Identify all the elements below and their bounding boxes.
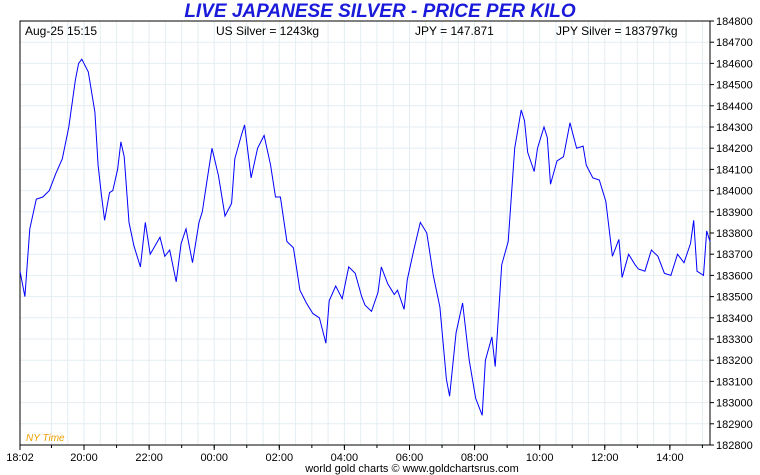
y-tick-label: 183500 — [716, 292, 753, 304]
y-tick-label: 183000 — [716, 398, 753, 410]
x-tick-label: 10:00 — [526, 452, 554, 464]
chart-title: LIVE JAPANESE SILVER - PRICE PER KILO — [184, 1, 576, 22]
jpy-rate-label: JPY = 147.871 — [415, 24, 494, 38]
x-tick-label: 12:00 — [591, 452, 619, 464]
x-tick-label: 14:00 — [656, 452, 684, 464]
y-tick-label: 184800 — [716, 16, 753, 28]
y-tick-label: 182800 — [716, 440, 753, 452]
y-tick-label: 183100 — [716, 376, 753, 388]
y-tick-label: 183800 — [716, 228, 753, 240]
x-tick-label: 20:00 — [70, 452, 98, 464]
x-tick-label: 02:00 — [266, 452, 294, 464]
y-tick-label: 184000 — [716, 186, 753, 198]
x-axis: 18:02 20:00 22:00 00:00 02:00 04:00 06:00 08:00… — [6, 445, 703, 464]
jpy-silver-label: JPY Silver = 183797kg — [556, 24, 678, 38]
x-tick-label: 18:02 — [6, 452, 34, 464]
y-tick-label: 184100 — [716, 164, 753, 176]
timestamp-label: Aug-25 15:15 — [25, 24, 97, 38]
x-tick-label: 08:00 — [461, 452, 489, 464]
y-tick-label: 183600 — [716, 270, 753, 282]
timezone-label: NY Time — [26, 433, 65, 444]
y-tick-label: 184300 — [716, 122, 753, 134]
y-tick-label: 183200 — [716, 355, 753, 367]
y-tick-label: 183400 — [716, 313, 753, 325]
y-tick-label: 184700 — [716, 37, 753, 49]
y-tick-label: 184500 — [716, 80, 753, 92]
y-tick-label: 182900 — [716, 419, 753, 431]
footer-credit: world gold charts © www.goldchartsrus.co… — [304, 463, 519, 475]
grid-lines — [20, 20, 710, 446]
y-tick-label: 183900 — [716, 207, 753, 219]
y-tick-label: 183300 — [716, 334, 753, 346]
y-tick-label: 184400 — [716, 101, 753, 113]
price-line — [19, 58, 711, 416]
x-tick-label: 22:00 — [135, 452, 163, 464]
y-tick-label: 184200 — [716, 143, 753, 155]
x-tick-label: 00:00 — [200, 452, 228, 464]
y-tick-label: 184600 — [716, 58, 753, 70]
x-tick-label: 06:00 — [396, 452, 424, 464]
x-tick-label: 04:00 — [331, 452, 359, 464]
us-silver-label: US Silver = 1243kg — [216, 24, 319, 38]
y-tick-label: 183700 — [716, 249, 753, 261]
y-axis: 182800 182900 183000 183100 183200 183300 1834… — [710, 16, 753, 452]
